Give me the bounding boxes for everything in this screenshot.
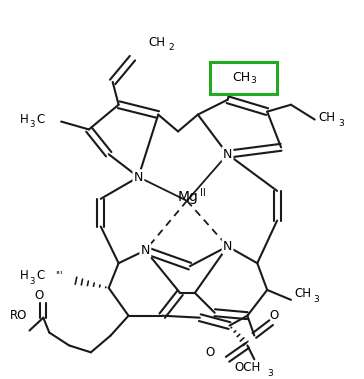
Bar — [210, 62, 277, 94]
Text: 3: 3 — [267, 369, 273, 377]
Text: C: C — [36, 113, 45, 126]
Text: O: O — [35, 290, 44, 302]
Text: RO: RO — [9, 309, 27, 322]
Text: 3: 3 — [314, 295, 320, 304]
Text: N: N — [141, 244, 150, 257]
Text: ''': ''' — [55, 270, 63, 280]
Text: 3: 3 — [29, 120, 35, 129]
Text: 3: 3 — [339, 119, 344, 128]
Text: N: N — [223, 148, 232, 161]
Text: OCH: OCH — [234, 361, 261, 374]
Text: 3: 3 — [29, 277, 35, 285]
Text: Mg: Mg — [178, 190, 199, 204]
Text: CH: CH — [148, 36, 165, 49]
Text: N: N — [134, 171, 143, 183]
Text: C: C — [36, 269, 45, 282]
Text: 2: 2 — [168, 43, 174, 52]
Text: II: II — [200, 188, 206, 198]
Text: O: O — [205, 346, 214, 359]
Text: CH: CH — [319, 111, 336, 124]
Text: CH: CH — [294, 287, 311, 301]
Text: N: N — [223, 240, 232, 253]
Text: H: H — [20, 113, 28, 126]
Text: H: H — [20, 269, 28, 282]
Text: 3: 3 — [250, 77, 256, 85]
Text: CH: CH — [232, 72, 250, 85]
Text: O: O — [269, 309, 279, 322]
